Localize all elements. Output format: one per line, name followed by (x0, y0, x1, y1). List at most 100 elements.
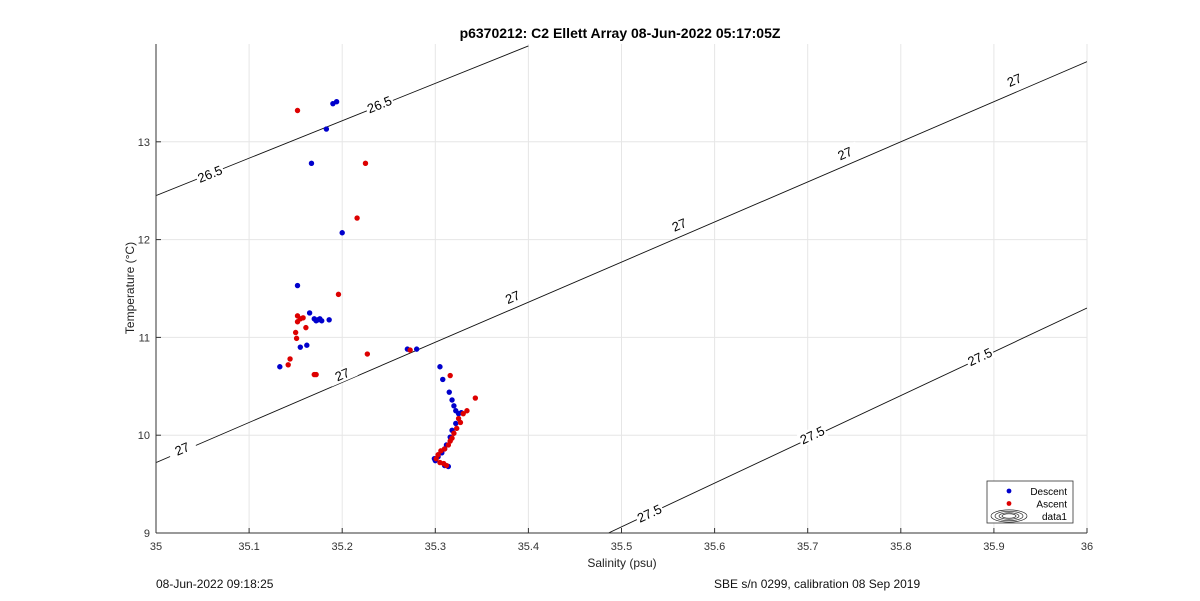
y-tick-label: 9 (144, 528, 150, 540)
contour-label: 27 (835, 144, 854, 163)
data-point-ascent (294, 319, 301, 325)
contour-label: 27 (1005, 70, 1024, 89)
data-point-ascent (454, 425, 460, 432)
x-tick-label: 35.4 (518, 541, 539, 553)
x-tick-label: 36 (1081, 541, 1093, 553)
data-point-descent (449, 397, 455, 403)
data-point-descent (413, 346, 420, 352)
contour-label-bg (964, 344, 996, 370)
y-tick-label: 11 (139, 332, 150, 344)
data-point-ascent (303, 324, 309, 331)
footer-timestamp: 08-Jun-2022 09:18:25 (156, 577, 274, 591)
contour-label-bg (496, 285, 529, 310)
data-point-descent (453, 420, 459, 427)
contour-27.5 (608, 307, 1087, 533)
data-point-descent (326, 317, 332, 323)
data-point-ascent (464, 408, 470, 414)
data-point-ascent (287, 356, 293, 362)
contour-label-bg (166, 436, 198, 461)
x-tick-label: 35.9 (983, 541, 1004, 553)
contour-label: 26.5 (365, 93, 394, 116)
data-point-descent (339, 230, 345, 236)
x-tick-label: 35.7 (797, 541, 818, 553)
data-point-ascent (292, 329, 299, 336)
data-point-ascent (313, 371, 319, 378)
x-tick-label: 35.8 (890, 541, 911, 553)
data-point-descent (333, 99, 340, 105)
data-point-descent (306, 310, 313, 316)
x-tick-label: 35.1 (238, 541, 259, 553)
data-point-ascent (457, 419, 464, 426)
legend-label: Descent (1030, 487, 1067, 498)
legend-contour-icon (990, 509, 1028, 523)
legend-box (986, 480, 1074, 524)
contour-27 (156, 61, 1087, 463)
data-point-ascent (354, 215, 360, 221)
data-point-ascent (438, 448, 444, 454)
data-point-ascent (447, 372, 453, 379)
data-point-ascent (451, 430, 457, 436)
x-axis-label: Salinity (psu) (587, 556, 657, 570)
contour-label-bg (998, 68, 1031, 93)
x-tick-label: 35 (150, 541, 162, 553)
data-point-descent (446, 389, 452, 395)
contour-label-bg (796, 422, 829, 448)
data-point-ascent (362, 160, 369, 167)
contour-line (608, 307, 1087, 533)
contour-label: 26.5 (195, 162, 224, 185)
y-tick-label: 13 (138, 137, 150, 149)
data-point-descent (277, 364, 283, 370)
legend-contour-icon (1001, 513, 1017, 519)
data-point-descent (440, 376, 446, 383)
data-point-descent (297, 344, 304, 350)
data-point-ascent (445, 442, 452, 448)
data-point-ascent (407, 347, 413, 353)
contour-label-bg (663, 212, 695, 237)
data-point-descent (319, 318, 325, 324)
data-point-ascent (335, 291, 342, 298)
contour-label-bg (633, 501, 666, 526)
data-point-ascent (300, 315, 306, 321)
data-point-descent (304, 342, 310, 348)
y-axis-label: Temperature (°C) (123, 241, 137, 335)
x-tick-label: 35.6 (704, 541, 725, 553)
contour-label: 27 (333, 365, 352, 384)
contour-line (156, 61, 1087, 463)
data-point-descent (294, 282, 301, 289)
contour-label-bg (363, 92, 396, 117)
data-point-ascent (460, 410, 466, 417)
contour-label-bg (326, 362, 358, 387)
legend-marker-descent (1006, 488, 1012, 494)
y-tick-label: 10 (138, 430, 150, 442)
y-tick-label: 12 (138, 235, 150, 247)
data-point-descent (451, 403, 457, 409)
data-point-ascent (293, 335, 300, 342)
x-tick-label: 35.3 (425, 541, 446, 553)
contour-label: 27 (670, 215, 689, 234)
data-point-ascent (294, 107, 301, 114)
x-tick-label: 35.2 (331, 541, 352, 553)
legend-label: Ascent (1036, 500, 1067, 511)
legend-label: data1 (1042, 512, 1067, 523)
contour-label-bg (194, 162, 226, 186)
data-point-ascent (364, 351, 371, 357)
legend-marker-ascent (1006, 501, 1012, 506)
legend-contour-icon (998, 512, 1020, 520)
data-point-ascent (443, 462, 450, 469)
contour-label: 27 (503, 288, 522, 307)
data-point-ascent (472, 395, 479, 401)
data-point-descent (308, 160, 315, 167)
x-tick-label: 35.5 (611, 541, 632, 553)
data-point-descent (313, 318, 319, 324)
footer-calibration: SBE s/n 0299, calibration 08 Sep 2019 (714, 577, 921, 591)
contour-label-bg (829, 141, 861, 166)
legend-contour-icon (994, 510, 1024, 522)
data-point-descent (437, 364, 443, 370)
contour-label: 27 (172, 439, 191, 458)
data-point-ascent (285, 362, 291, 368)
chart-title: p6370212: C2 Ellett Array 08-Jun-2022 05… (459, 25, 781, 41)
data-point-ascent (433, 455, 439, 462)
data-point-descent (323, 126, 330, 132)
